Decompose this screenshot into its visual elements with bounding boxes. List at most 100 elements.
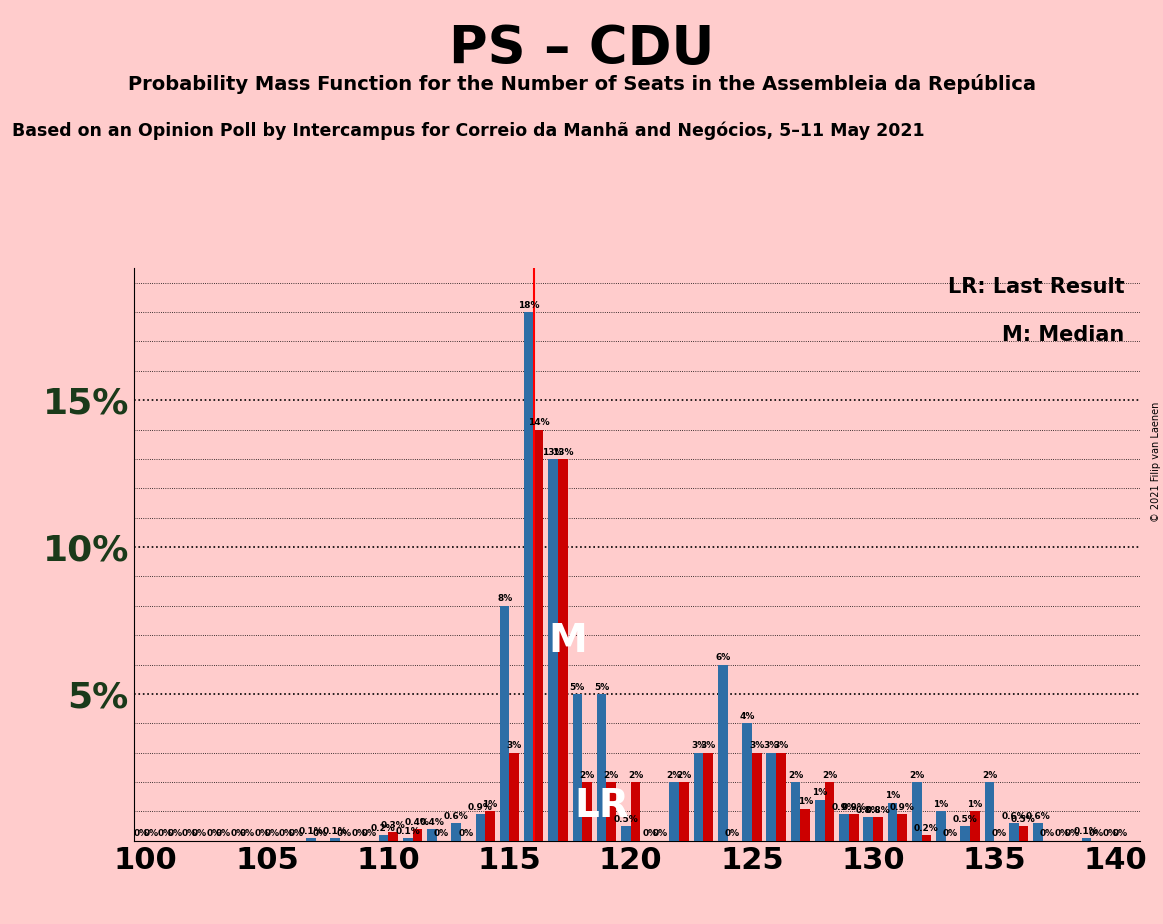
Text: 8%: 8% [497, 594, 512, 603]
Text: 0%: 0% [206, 830, 221, 838]
Bar [606, 782, 616, 841]
Bar [815, 799, 825, 841]
Text: 0%: 0% [181, 830, 197, 838]
Text: 0%: 0% [351, 830, 366, 838]
Text: 0%: 0% [192, 830, 207, 838]
Text: 0%: 0% [134, 830, 149, 838]
Text: 0.5%: 0.5% [952, 815, 978, 824]
Bar [985, 782, 994, 841]
Text: 0%: 0% [1064, 830, 1079, 838]
Bar [1033, 823, 1043, 841]
Text: 0.1%: 0.1% [299, 827, 323, 835]
Text: 0%: 0% [992, 830, 1007, 838]
Text: 1%: 1% [483, 800, 498, 809]
Bar [849, 814, 858, 841]
Text: Based on an Opinion Poll by Intercampus for Correio da Manhã and Negócios, 5–11 : Based on an Opinion Poll by Intercampus … [12, 122, 925, 140]
Bar [485, 811, 495, 841]
Text: M: Median: M: Median [1003, 325, 1125, 346]
Text: 0.8%: 0.8% [865, 806, 891, 815]
Text: 2%: 2% [822, 771, 837, 780]
Text: 2%: 2% [982, 771, 997, 780]
Text: © 2021 Filip van Laenen: © 2021 Filip van Laenen [1150, 402, 1161, 522]
Bar [791, 782, 800, 841]
Bar [402, 838, 413, 841]
Text: 0%: 0% [337, 830, 352, 838]
Text: 0%: 0% [434, 830, 449, 838]
Text: 5%: 5% [570, 683, 585, 691]
Text: 0.5%: 0.5% [1011, 815, 1036, 824]
Text: 0.4%: 0.4% [405, 818, 430, 827]
Text: 0.6%: 0.6% [1001, 812, 1026, 821]
Bar [1008, 823, 1019, 841]
Text: 1%: 1% [885, 791, 900, 800]
Bar [476, 814, 485, 841]
Text: 0.9%: 0.9% [890, 803, 914, 812]
Bar [873, 818, 883, 841]
Text: 0%: 0% [652, 830, 668, 838]
Text: 0.3%: 0.3% [380, 821, 406, 830]
Text: 18%: 18% [519, 300, 540, 310]
Bar [742, 723, 752, 841]
Text: Probability Mass Function for the Number of Seats in the Assembleia da República: Probability Mass Function for the Number… [128, 74, 1035, 94]
Text: 0.1%: 0.1% [1075, 827, 1099, 835]
Text: 0%: 0% [255, 830, 270, 838]
Text: 0%: 0% [1089, 830, 1104, 838]
Bar [1082, 838, 1091, 841]
Text: 0%: 0% [458, 830, 473, 838]
Text: 0%: 0% [1103, 830, 1118, 838]
Text: 2%: 2% [628, 771, 643, 780]
Bar [1019, 826, 1028, 841]
Bar [597, 694, 606, 841]
Text: 2%: 2% [677, 771, 692, 780]
Text: M: M [548, 622, 587, 660]
Bar [330, 838, 340, 841]
Text: 2%: 2% [909, 771, 925, 780]
Text: 1%: 1% [934, 800, 949, 809]
Bar [509, 753, 519, 841]
Text: 3%: 3% [773, 741, 789, 750]
Bar [921, 835, 932, 841]
Bar [693, 753, 704, 841]
Text: 0.8%: 0.8% [856, 806, 880, 815]
Text: 0.9%: 0.9% [841, 803, 866, 812]
Text: 0%: 0% [143, 830, 158, 838]
Bar [525, 312, 534, 841]
Bar [863, 818, 873, 841]
Text: 0%: 0% [158, 830, 173, 838]
Text: 2%: 2% [604, 771, 619, 780]
Text: 0%: 0% [642, 830, 657, 838]
Text: 3%: 3% [691, 741, 706, 750]
Bar [840, 814, 849, 841]
Text: 0%: 0% [230, 830, 245, 838]
Text: 0%: 0% [1113, 830, 1128, 838]
Text: 0.9%: 0.9% [468, 803, 493, 812]
Bar [961, 826, 970, 841]
Text: 0.2%: 0.2% [371, 823, 395, 833]
Text: 3%: 3% [700, 741, 716, 750]
Bar [558, 459, 568, 841]
Bar [630, 782, 641, 841]
Text: 5%: 5% [594, 683, 609, 691]
Bar [898, 814, 907, 841]
Text: 3%: 3% [749, 741, 764, 750]
Text: 0%: 0% [943, 830, 958, 838]
Text: 2%: 2% [787, 771, 804, 780]
Text: 0%: 0% [313, 830, 328, 838]
Bar [766, 753, 776, 841]
Text: 0.5%: 0.5% [613, 815, 638, 824]
Bar [500, 606, 509, 841]
Text: 13%: 13% [552, 447, 573, 456]
Text: 2%: 2% [666, 771, 682, 780]
Text: 6%: 6% [715, 653, 730, 663]
Bar [970, 811, 979, 841]
Text: 0.2%: 0.2% [914, 823, 939, 833]
Bar [800, 808, 811, 841]
Bar [718, 664, 728, 841]
Text: 0%: 0% [288, 830, 304, 838]
Text: 0%: 0% [1055, 830, 1070, 838]
Bar [887, 803, 898, 841]
Bar [388, 832, 398, 841]
Bar [621, 826, 630, 841]
Bar [427, 829, 437, 841]
Text: 4%: 4% [740, 712, 755, 721]
